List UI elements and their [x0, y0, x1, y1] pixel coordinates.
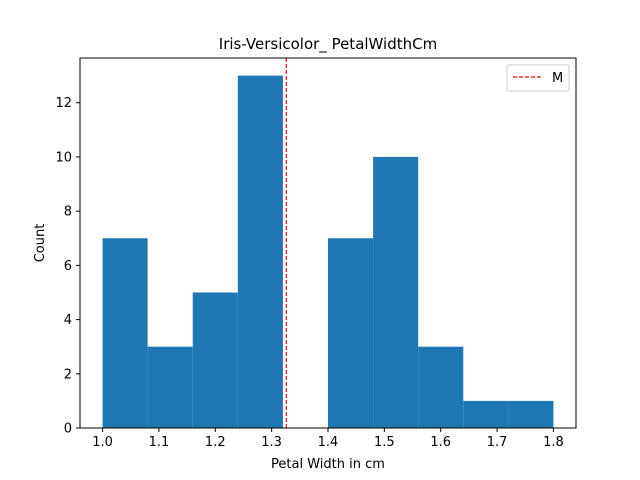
histogram-bar [328, 238, 374, 428]
histogram-bar [102, 238, 148, 428]
x-tick-label: 1.7 [487, 435, 508, 450]
x-tick-label: 1.8 [543, 435, 564, 450]
x-axis-label: Petal Width in cm [271, 457, 385, 472]
x-tick-label: 1.4 [318, 435, 339, 450]
bars-group [102, 75, 554, 428]
histogram-bar [463, 400, 509, 428]
histogram-bar [147, 346, 193, 428]
y-tick-label: 8 [64, 205, 72, 220]
chart-title: Iris-Versicolor_ PetalWidthCm [219, 35, 437, 54]
x-tick-label: 1.0 [92, 435, 113, 450]
y-axis-ticks: 0 2 4 6 8 10 12 [55, 96, 80, 437]
y-tick-label: 12 [55, 96, 72, 111]
histogram-bar [192, 292, 238, 428]
y-tick-label: 2 [64, 367, 72, 382]
legend-box [506, 64, 570, 92]
x-tick-label: 1.5 [374, 435, 395, 450]
histogram-bar [373, 156, 419, 428]
x-tick-label: 1.6 [430, 435, 451, 450]
y-tick-label: 10 [55, 150, 72, 165]
legend-mean-label: M [552, 71, 563, 86]
x-tick-label: 1.3 [261, 435, 282, 450]
x-tick-label: 1.2 [205, 435, 226, 450]
histogram-bar [418, 346, 464, 428]
y-tick-label: 0 [64, 422, 72, 437]
histogram-bar [237, 75, 283, 428]
y-axis-label: Count [33, 224, 48, 263]
x-tick-label: 1.1 [149, 435, 170, 450]
legend: M [506, 64, 570, 92]
y-tick-label: 6 [64, 259, 72, 274]
x-axis-ticks: 1.0 1.1 1.2 1.3 1.4 1.5 1.6 1.7 1.8 [92, 428, 564, 450]
histogram-bar [508, 400, 554, 428]
y-tick-label: 4 [64, 313, 72, 328]
